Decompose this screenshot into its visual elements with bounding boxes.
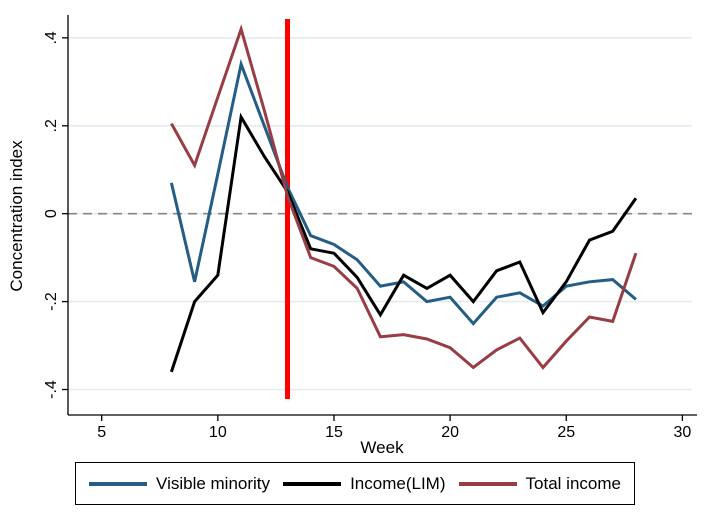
x-tick-label: 15	[325, 424, 343, 441]
legend-label-total-income: Total income	[525, 473, 621, 493]
axis-layer: .4 .2 0 -.2 -.4 5 10 15 20 25 30	[43, 15, 697, 441]
series-line-total-income	[170, 24, 638, 370]
y-tick-label: .4	[43, 31, 60, 44]
y-tick-label: 0	[43, 209, 60, 218]
y-tick-label: .2	[43, 119, 60, 132]
plot-area: .4 .2 0 -.2 -.4 5 10 15 20 25 30 Concentration ind…	[7, 15, 697, 457]
legend-item-visible-minority: Visible minority	[89, 474, 270, 494]
legend-label-visible-minority: Visible minority	[156, 473, 271, 493]
x-tick-label: 20	[441, 424, 459, 441]
legend-swatch-income-lim-	[283, 481, 342, 486]
legend-swatch-visible-minority	[89, 481, 148, 486]
x-tick-label: 5	[97, 424, 106, 441]
legend-item-total-income: Total income	[458, 473, 621, 494]
legend-label-income-lim-: Income(LIM)	[350, 473, 446, 493]
y-tick-label: -.2	[43, 292, 60, 311]
x-tick-label: 25	[557, 424, 575, 441]
series-line-income-lim-	[169, 112, 638, 373]
x-tick-label: 30	[673, 424, 691, 441]
y-axis-title: Concentration index	[7, 140, 26, 292]
series-line-visible-minority	[169, 58, 637, 326]
legend-swatch-total-income	[458, 481, 517, 486]
x-axis-title: Week	[360, 438, 404, 457]
legend: Visible minority Income(LIM) Total income	[75, 462, 635, 505]
reference-line-layer	[68, 19, 692, 399]
series-layer	[169, 24, 638, 373]
x-tick-label: 10	[209, 424, 227, 441]
legend-item-income-lim-: Income(LIM)	[283, 473, 446, 494]
y-tick-label: -.4	[43, 380, 60, 399]
